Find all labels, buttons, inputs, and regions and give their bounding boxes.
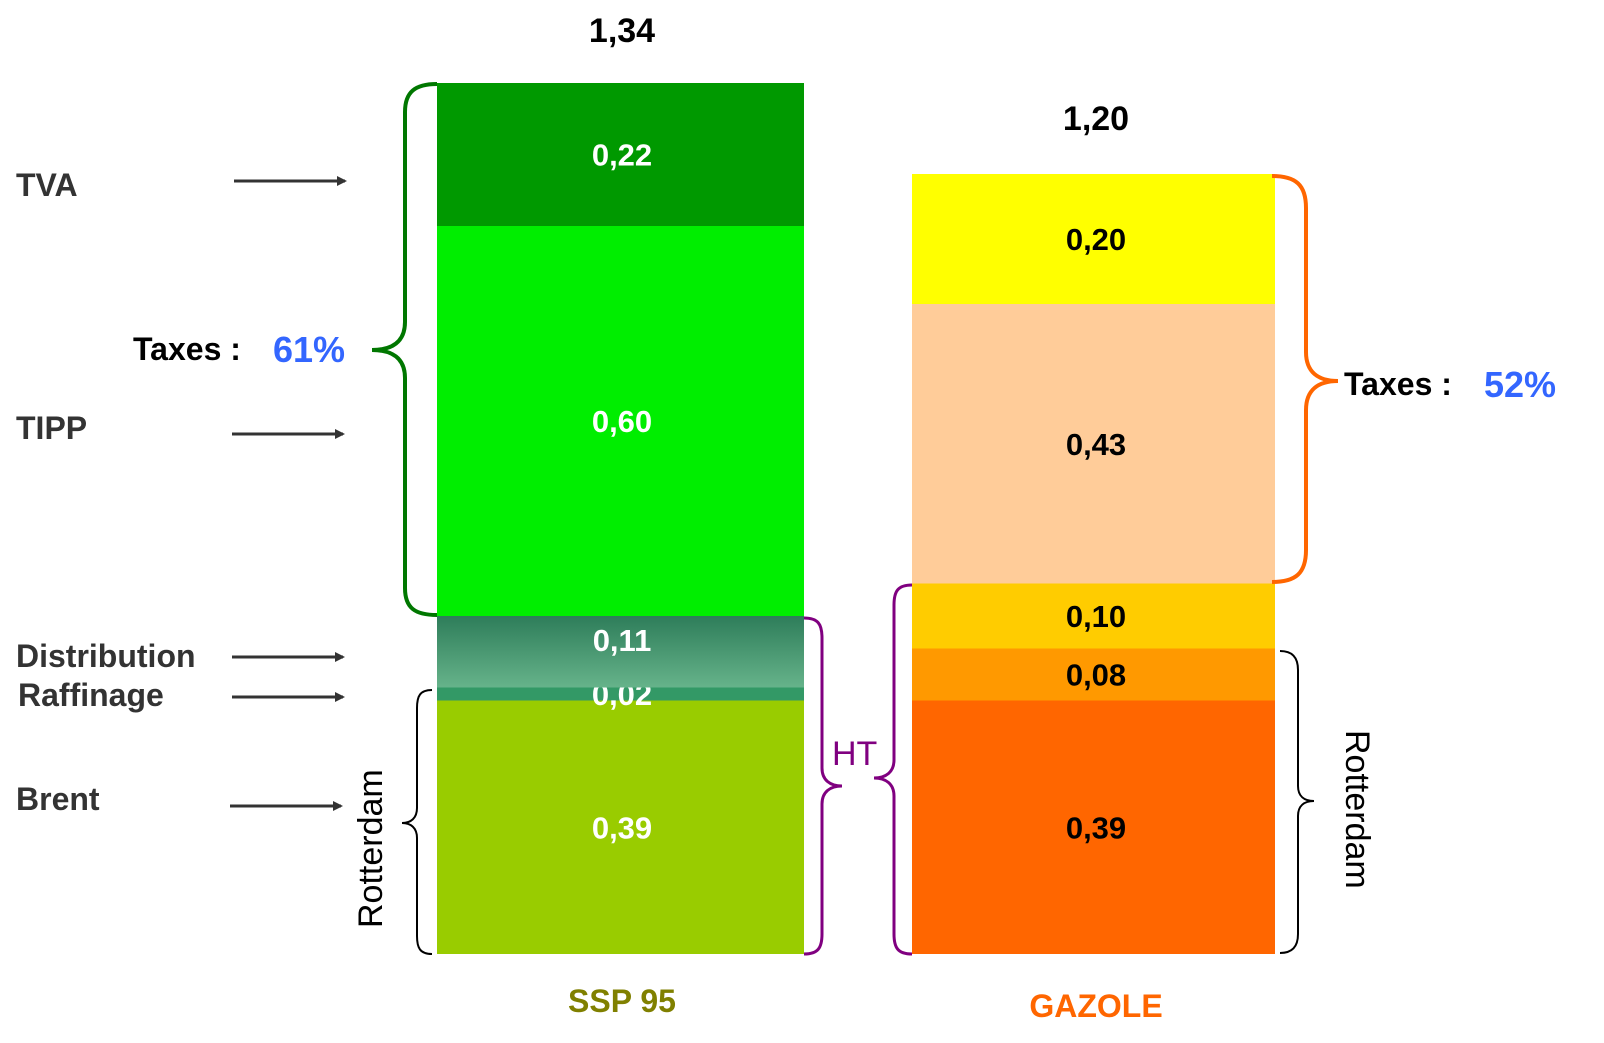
bar-segment-gazole-brent — [912, 700, 1275, 954]
bar-segment-ssp-95-brent — [437, 700, 804, 954]
category-label-gazole: GAZOLE — [1029, 988, 1162, 1024]
total-label-gazole: 1,20 — [1063, 100, 1129, 138]
brace-ht-gazole — [873, 583, 913, 956]
row-label-tva: TVA — [16, 167, 78, 203]
data-label-gazole-tva: 0,20 — [1066, 222, 1126, 257]
bar-segment-gazole-raffinage — [912, 648, 1275, 701]
bar-segment-ssp-95-tipp — [437, 226, 804, 616]
brace-rotterdam-gazole — [1279, 650, 1315, 954]
row-label-distribution: Distribution — [16, 638, 196, 674]
taxes-label-gazole: Taxes : — [1344, 366, 1452, 402]
data-label-gazole-brent: 0,39 — [1066, 810, 1126, 845]
bar-segment-gazole-tipp — [912, 304, 1275, 584]
bar-segment-ssp-95-tva — [437, 83, 804, 226]
taxes-label-ssp: Taxes : — [133, 331, 241, 367]
bar-segment-ssp-95-raffinage — [437, 687, 804, 701]
brace-ht-ssp — [803, 616, 843, 956]
data-label-gazole-distribution: 0,10 — [1066, 599, 1126, 634]
row-label-raffinage: Raffinage — [18, 677, 164, 713]
data-label-ssp-95-tva: 0,22 — [592, 138, 652, 173]
data-label-gazole-raffinage: 0,08 — [1066, 658, 1126, 693]
taxes-pct-ssp: 61% — [273, 329, 345, 370]
bar-segment-ssp-95-distribution — [437, 616, 804, 688]
data-label-ssp-95-distribution: 0,11 — [593, 623, 652, 658]
brace-taxes-ssp — [371, 82, 438, 617]
rotterdam-label-ssp: Rotterdam — [352, 769, 390, 928]
brace-taxes-gazole — [1271, 174, 1339, 584]
data-label-gazole-tipp: 0,43 — [1066, 427, 1126, 462]
brace-rotterdam-ssp — [401, 689, 433, 955]
data-label-ssp-95-tipp: 0,60 — [592, 404, 652, 439]
data-label-ssp-95-brent: 0,39 — [592, 810, 652, 845]
bar-segment-gazole-distribution — [912, 583, 1275, 649]
taxes-pct-gazole: 52% — [1484, 364, 1556, 405]
category-label-ssp-95: SSP 95 — [568, 983, 676, 1019]
ht-label: HT — [832, 735, 877, 773]
row-label-tipp: TIPP — [16, 410, 87, 446]
total-label-ssp-95: 1,34 — [589, 12, 655, 50]
bar-segment-gazole-tva — [912, 174, 1275, 304]
rotterdam-label-gazole: Rotterdam — [1338, 730, 1376, 889]
row-label-brent: Brent — [16, 781, 100, 817]
